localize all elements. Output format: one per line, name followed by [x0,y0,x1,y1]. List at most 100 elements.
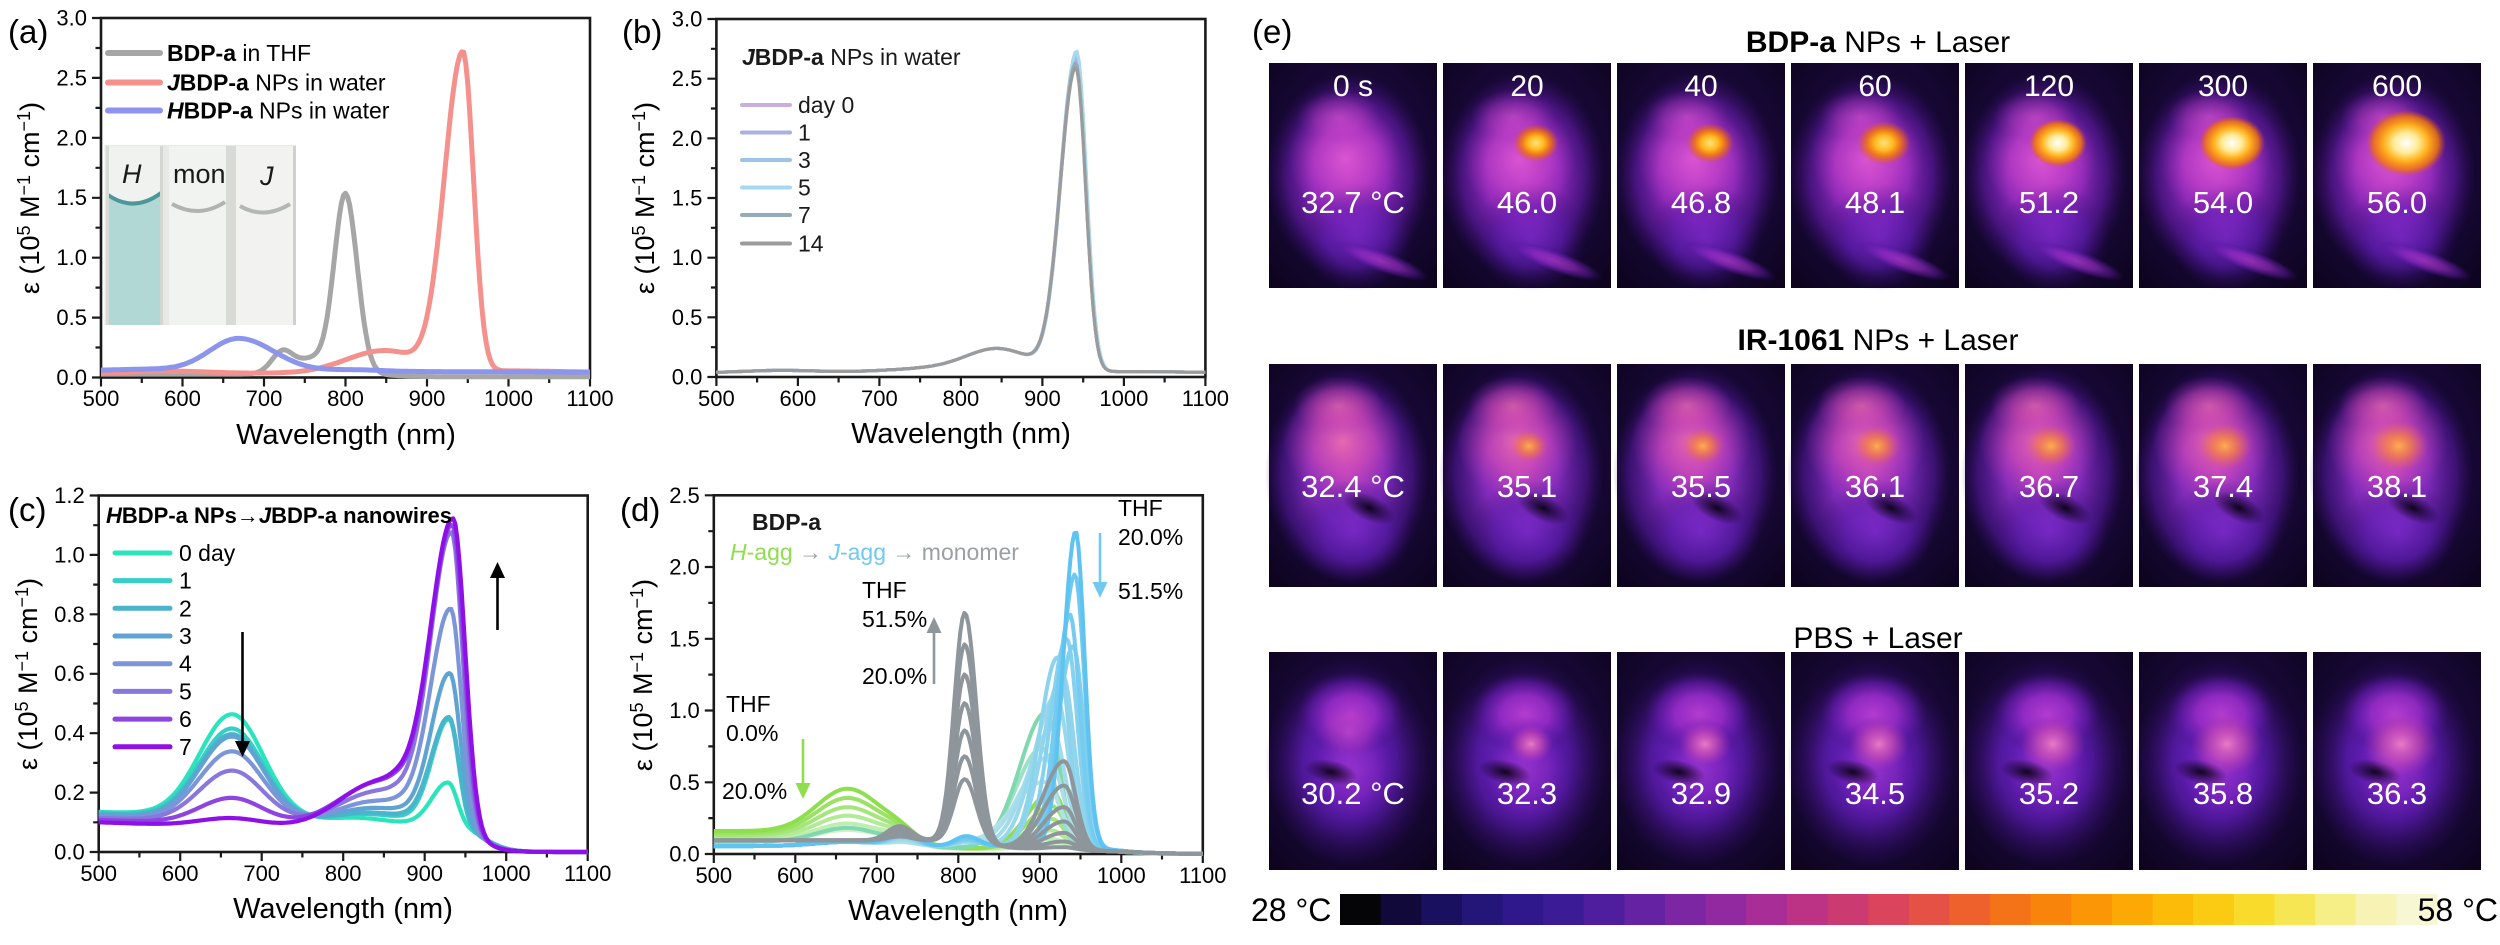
svg-text:300: 300 [2198,70,2248,103]
svg-text:600: 600 [780,386,817,411]
svg-text:32.7 °C: 32.7 °C [1301,185,1405,220]
svg-text:0.0: 0.0 [54,840,85,865]
svg-text:700: 700 [858,863,895,888]
svg-text:THF: THF [726,691,771,717]
svg-text:32.4 °C: 32.4 °C [1301,469,1405,504]
svg-text:4: 4 [179,651,192,677]
svg-text:3: 3 [798,147,811,173]
svg-text:Wavelength (nm): Wavelength (nm) [851,418,1071,450]
svg-text:0.6: 0.6 [54,661,85,686]
svg-text:3.0: 3.0 [672,7,703,32]
svg-text:2.5: 2.5 [56,65,87,90]
svg-text:(d): (d) [620,491,660,528]
svg-text:THF: THF [1118,495,1163,521]
svg-text:7: 7 [179,734,192,760]
svg-text:(c): (c) [8,491,46,528]
svg-text:Wavelength (nm): Wavelength (nm) [848,895,1068,927]
svg-text:900: 900 [1021,863,1058,888]
svg-text:PBS + Laser: PBS + Laser [1793,622,1962,655]
svg-text:0.8: 0.8 [54,602,85,627]
svg-text:37.4: 37.4 [2193,469,2253,504]
svg-text:1: 1 [179,568,192,594]
svg-text:36.7: 36.7 [2019,469,2079,504]
svg-text:1.0: 1.0 [56,245,87,270]
svg-text:36.1: 36.1 [1845,469,1905,504]
svg-text:Wavelength (nm): Wavelength (nm) [233,893,453,925]
svg-text:32.9: 32.9 [1671,776,1731,811]
svg-text:1100: 1100 [566,386,613,411]
svg-text:51.5%: 51.5% [1118,578,1183,604]
svg-text:3: 3 [179,623,192,649]
svg-text:38.1: 38.1 [2367,469,2427,504]
svg-text:(a): (a) [8,13,48,50]
svg-text:1000: 1000 [1097,863,1146,888]
svg-text:35.5: 35.5 [1671,469,1731,504]
svg-text:900: 900 [406,861,443,886]
svg-text:JBDP-a NPs in water: JBDP-a NPs in water [167,70,386,96]
svg-text:0.0: 0.0 [672,365,703,390]
svg-text:20: 20 [1510,70,1543,103]
svg-text:1100: 1100 [1182,386,1229,411]
svg-text:20.0%: 20.0% [722,778,787,804]
svg-text:36.3: 36.3 [2367,776,2427,811]
svg-text:800: 800 [327,386,364,411]
svg-text:600: 600 [164,386,201,411]
svg-text:2.0: 2.0 [669,555,700,580]
svg-text:1000: 1000 [1099,386,1148,411]
svg-text:0.4: 0.4 [54,721,85,746]
svg-text:34.5: 34.5 [1845,776,1905,811]
svg-text:40: 40 [1684,70,1717,103]
svg-text:30.2 °C: 30.2 °C [1301,776,1405,811]
svg-text:60: 60 [1858,70,1891,103]
svg-text:H: H [122,159,142,189]
svg-text:58 °C: 58 °C [2418,892,2498,928]
svg-text:(b): (b) [622,13,662,50]
svg-text:(e): (e) [1252,13,1292,50]
svg-text:600: 600 [162,861,199,886]
svg-text:500: 500 [695,863,732,888]
svg-text:51.2: 51.2 [2019,185,2079,220]
svg-text:BDP-a: BDP-a [752,509,821,535]
svg-text:2.0: 2.0 [672,126,703,151]
svg-text:700: 700 [861,386,898,411]
svg-text:32.3: 32.3 [1497,776,1557,811]
svg-text:0.5: 0.5 [669,770,700,795]
svg-text:35.2: 35.2 [2019,776,2079,811]
svg-text:500: 500 [698,386,735,411]
svg-text:120: 120 [2024,70,2074,103]
svg-text:14: 14 [798,231,824,257]
svg-text:0.2: 0.2 [54,780,85,805]
svg-text:J: J [259,161,274,191]
svg-text:500: 500 [83,386,120,411]
svg-text:700: 700 [243,861,280,886]
svg-text:35.8: 35.8 [2193,776,2253,811]
svg-text:900: 900 [1024,386,1061,411]
svg-text:BDP-a in THF: BDP-a in THF [167,40,311,66]
svg-text:1.0: 1.0 [672,245,703,270]
svg-text:1.2: 1.2 [54,483,85,508]
svg-text:1.5: 1.5 [672,186,703,211]
svg-text:IR-1061 NPs + Laser: IR-1061 NPs + Laser [1738,324,2019,357]
svg-text:3.0: 3.0 [56,6,87,31]
svg-text:H-agg → J-agg → monomer: H-agg → J-agg → monomer [730,539,1019,565]
svg-text:0.0: 0.0 [669,842,700,867]
svg-text:mon: mon [173,159,226,189]
svg-text:HBDP-a NPs in water: HBDP-a NPs in water [167,98,390,124]
svg-text:JBDP-a NPs in water: JBDP-a NPs in water [742,44,961,70]
svg-text:1000: 1000 [482,861,531,886]
svg-text:1.0: 1.0 [54,542,85,567]
svg-text:0.5: 0.5 [672,305,703,330]
svg-text:1.0: 1.0 [669,698,700,723]
svg-text:day 0: day 0 [798,92,854,118]
svg-text:900: 900 [409,386,446,411]
svg-text:800: 800 [325,861,362,886]
svg-text:1.5: 1.5 [56,185,87,210]
svg-text:5: 5 [179,678,192,704]
svg-text:0 s: 0 s [1333,70,1373,103]
svg-text:46.0: 46.0 [1497,185,1557,220]
svg-text:46.8: 46.8 [1671,185,1731,220]
svg-text:500: 500 [80,861,117,886]
svg-text:600: 600 [2372,70,2422,103]
svg-text:0.5: 0.5 [56,305,87,330]
svg-text:1.5: 1.5 [669,626,700,651]
